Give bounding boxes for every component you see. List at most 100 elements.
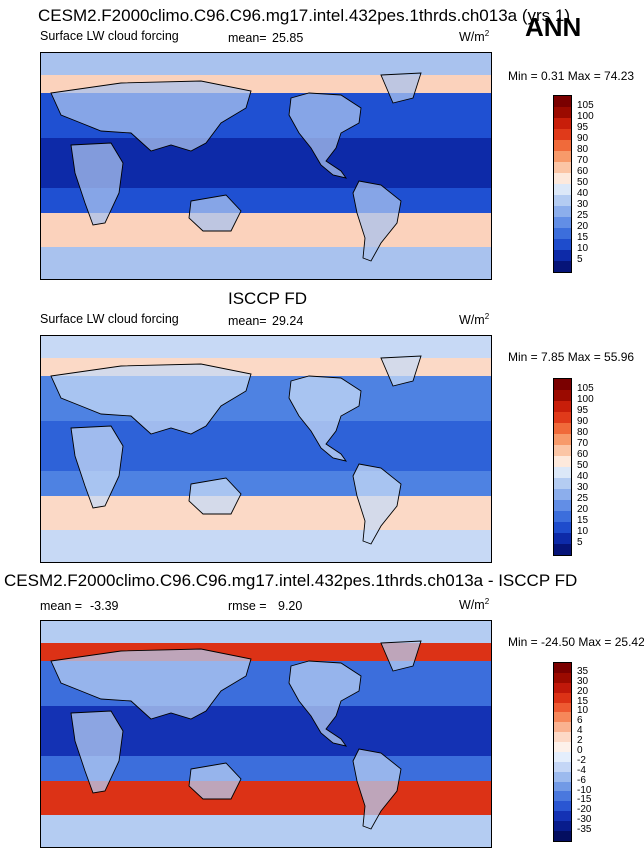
colorbar-tick-label: 60 [577,449,589,460]
panel2-mean-value: 29.24 [272,314,304,328]
colorbar-swatch [554,781,571,792]
season-label: ANN [525,12,582,42]
colorbar-tick-label: -20 [577,804,592,816]
field-band-south [41,781,491,815]
colorbar-swatch [554,801,571,812]
colorbar-tick-label: 0 [577,745,583,756]
coastline [288,375,362,462]
colorbar-tick-label: 15 [577,695,589,707]
panel2-mean-label: mean= [228,314,267,328]
colorbar-swatch [554,434,571,445]
colorbar-swatch [554,206,571,217]
colorbar-swatch [554,682,571,693]
colorbar-tick-label: 90 [577,416,589,427]
colorbar-tick-label: 30 [577,675,589,687]
colorbar-tick-label: 25 [577,210,589,221]
colorbar-tick-label: -4 [577,764,586,776]
panel3-rmse-value: 9.20 [278,599,303,613]
panel2-map [40,335,492,563]
colorbar-tick-label: 70 [577,155,589,166]
colorbar-tick-label: 80 [577,144,589,155]
colorbar-swatch [554,184,571,195]
colorbar-tick-label: 6 [577,715,583,727]
colorbar-swatch [554,830,571,841]
colorbar-swatch [554,663,571,673]
colorbar-swatch [554,489,571,500]
panel1-variable: Surface LW cloud forcing [40,29,179,43]
colorbar-tick-label: 100 [577,394,594,405]
colorbar-tick-label: 10 [577,243,589,254]
panel1-title: CESM2.F2000climo.C96.C96.mg17.intel.432p… [38,6,570,25]
coastline [288,92,362,179]
panel1-units: W/m2 [459,29,490,45]
colorbar-swatch [554,162,571,173]
panel1-map [40,52,492,280]
colorbar-swatch [554,692,571,703]
coastline [352,748,402,830]
colorbar-swatch [554,751,571,762]
field-band-south [41,496,491,530]
panel1-field [41,53,491,279]
colorbar-tick-label: 105 [577,383,594,394]
colorbar-swatch [554,722,571,733]
coastline [70,710,124,794]
colorbar-tick-label: 20 [577,504,589,515]
colorbar-tick-label: 50 [577,460,589,471]
coastline [288,660,362,747]
colorbar-swatch [554,228,571,239]
colorbar-swatch [554,811,571,821]
panel1-colorbar [553,95,572,273]
colorbar-tick-label: 70 [577,438,589,449]
coastline [70,142,124,226]
colorbar-tick-label: 15 [577,515,589,526]
colorbar-tick-label: 95 [577,122,589,133]
colorbar-tick-label: 25 [577,493,589,504]
colorbar-swatch [554,239,571,250]
colorbar-swatch [554,445,571,456]
colorbar-tick-label: 40 [577,471,589,482]
colorbar-tick-label: -2 [577,754,586,766]
colorbar-swatch [554,261,571,272]
coastline [380,72,422,104]
coastline [70,425,124,509]
panel2-variable: Surface LW cloud forcing [40,312,179,326]
colorbar-tick-label: 5 [577,537,583,548]
field-band-antarctic [41,530,491,562]
colorbar-swatch [554,761,571,772]
coastline [50,80,252,152]
colorbar-tick-label: 10 [577,526,589,537]
colorbar-swatch [554,732,571,742]
colorbar-swatch [554,129,571,140]
colorbar-swatch [554,522,571,533]
panel1-mean-value: 25.85 [272,31,304,45]
panel3-field [41,621,491,847]
colorbar-tick-label: 50 [577,177,589,188]
colorbar-swatch [554,533,571,544]
panel2-minmax: Min = 7.85 Max = 55.96 [508,350,635,364]
colorbar-swatch [554,478,571,489]
colorbar-swatch [554,96,571,107]
colorbar-tick-label: -35 [577,824,592,836]
colorbar-swatch [554,401,571,412]
colorbar-swatch [554,544,571,555]
field-band-north [41,53,491,75]
colorbar-swatch [554,217,571,228]
coastline [380,355,422,387]
field-band-antarctic [41,815,491,847]
coastline [380,640,422,672]
field-band-antarctic [41,247,491,279]
colorbar-swatch [554,791,571,802]
colorbar-swatch [554,118,571,129]
colorbar-swatch [554,140,571,151]
colorbar-swatch [554,742,571,752]
panel3-colorbar [553,662,572,842]
colorbar-tick-label: -30 [577,814,592,826]
colorbar-swatch [554,672,571,683]
colorbar-tick-label: 2 [577,735,583,747]
panel3-title: CESM2.F2000climo.C96.C96.mg17.intel.432p… [4,571,578,590]
colorbar-swatch [554,712,571,723]
panel2-units: W/m2 [459,312,490,328]
panel1-mean-label: mean= [228,31,267,45]
colorbar-swatch [554,467,571,478]
field-band-north [41,336,491,358]
